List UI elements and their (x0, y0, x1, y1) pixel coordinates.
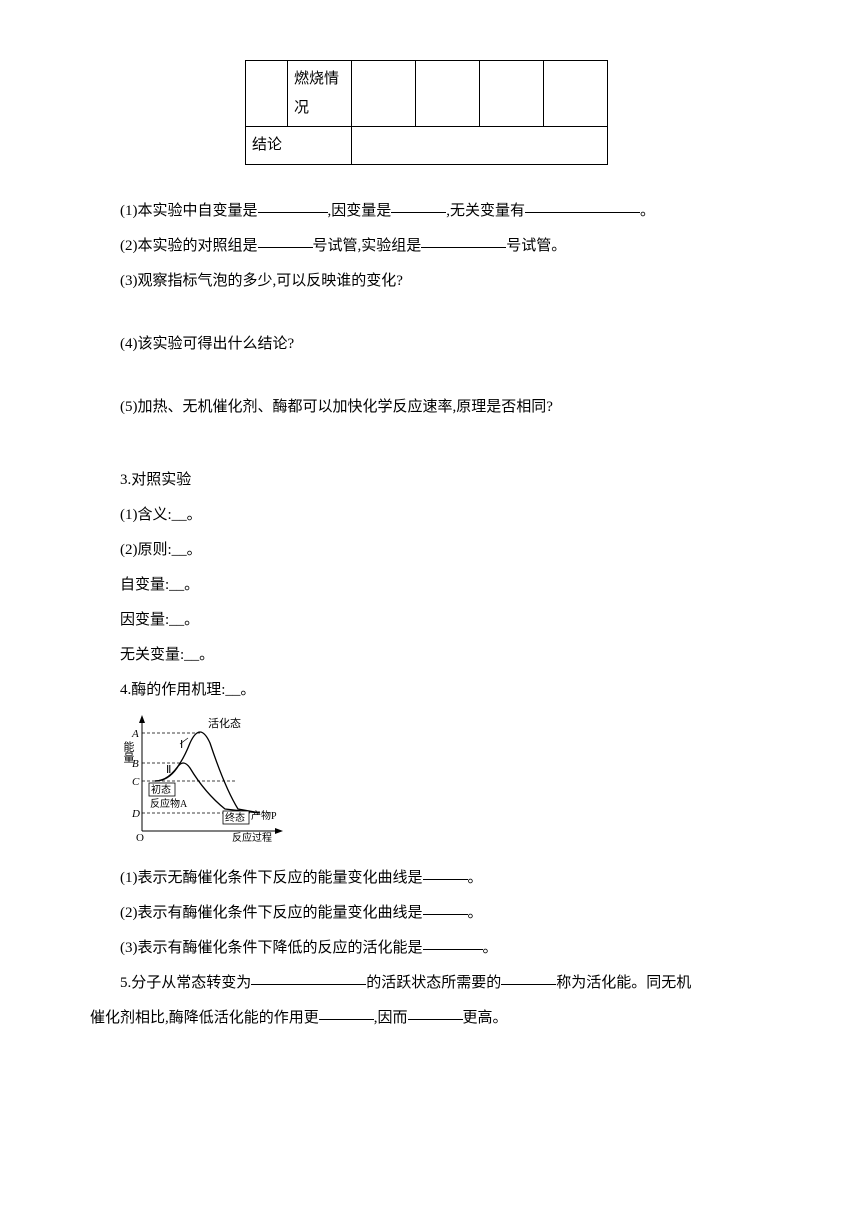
data-table: 燃烧情况 结论 (245, 60, 770, 165)
s5-text-6: 更高。 (463, 1010, 508, 1026)
cell-conclusion-data (352, 127, 608, 165)
q1-text-1: (1)本实验中自变量是 (120, 203, 258, 219)
blank (408, 1005, 463, 1020)
blank (258, 233, 313, 248)
blank (423, 935, 483, 950)
section-3-item3: 自变量:__。 (90, 569, 770, 602)
blank (525, 198, 640, 213)
s5-text-3: 称为活化能。同无机 (556, 975, 691, 991)
blank (423, 900, 468, 915)
cell-data-1 (352, 61, 416, 127)
table-row: 结论 (246, 127, 608, 165)
s4q1-period: 。 (468, 870, 483, 886)
question-1: (1)本实验中自变量是 ,因变量是 ,无关变量有 。 (90, 195, 770, 228)
s5-text-1: 5.分子从常态转变为 (120, 975, 251, 991)
section-4-q2: (2)表示有酶催化条件下反应的能量变化曲线是 。 (90, 897, 770, 930)
curve-1-label: Ⅰ (180, 739, 183, 751)
table-row: 燃烧情况 (246, 61, 608, 127)
question-3: (3)观察指标气泡的多少,可以反映谁的变化? (90, 265, 770, 298)
section-5-line1: 5.分子从常态转变为 的活跃状态所需要的 称为活化能。同无机 (90, 967, 770, 1000)
s5-text-5: ,因而 (374, 1010, 408, 1026)
section-3-item5: 无关变量:__。 (90, 639, 770, 672)
cell-subject: 燃烧情况 (288, 61, 352, 127)
product-label: 产物P (251, 809, 277, 822)
s4q1-text: (1)表示无酶催化条件下反应的能量变化曲线是 (120, 870, 423, 886)
q1-text-3: ,无关变量有 (446, 203, 525, 219)
section-3-title: 3.对照实验 (90, 464, 770, 497)
level-b: B (132, 758, 139, 770)
cell-conclusion-label: 结论 (246, 127, 352, 165)
origin-label: O (136, 832, 144, 843)
q1-text-4: 。 (640, 203, 655, 219)
s4q3-text: (3)表示有酶催化条件下降低的反应的活化能是 (120, 940, 423, 956)
blank (319, 1005, 374, 1020)
s4q2-period: 。 (468, 905, 483, 921)
question-5: (5)加热、无机催化剂、酶都可以加快化学反应速率,原理是否相同? (90, 391, 770, 424)
blank (391, 198, 446, 213)
section-3-item1: (1)含义:__。 (90, 499, 770, 532)
q2-text-3: 号试管。 (506, 238, 566, 254)
reactant-label: 反应物A (150, 797, 188, 810)
cell-data-3 (480, 61, 544, 127)
x-axis-label: 反应过程 (232, 831, 272, 843)
final-label: 终态 (225, 811, 245, 824)
s5-text-2: 的活跃状态所需要的 (366, 975, 501, 991)
cell-data-2 (416, 61, 480, 127)
level-d: D (131, 808, 140, 820)
energy-diagram: 能量 O A B C D Ⅰ Ⅱ 活化态 初态 反应物A 终态 产物P 反应过程 (120, 713, 770, 856)
level-c: C (132, 776, 140, 788)
blank (423, 865, 468, 880)
question-4: (4)该实验可得出什么结论? (90, 328, 770, 361)
level-a: A (131, 728, 139, 740)
section-4-title: 4.酶的作用机理:__。 (90, 674, 770, 707)
curve-2-label: Ⅱ (166, 764, 171, 776)
cell-empty (246, 61, 288, 127)
blank (251, 970, 366, 985)
diagram-svg: 能量 O A B C D Ⅰ Ⅱ 活化态 初态 反应物A 终态 产物P 反应过程 (120, 713, 290, 843)
section-4-q1: (1)表示无酶催化条件下反应的能量变化曲线是 。 (90, 862, 770, 895)
q2-text-1: (2)本实验的对照组是 (120, 238, 258, 254)
s5-text-4: 催化剂相比,酶降低活化能的作用更 (90, 1010, 319, 1026)
q1-text-2: ,因变量是 (328, 203, 392, 219)
cell-data-4 (544, 61, 608, 127)
section-5-line2: 催化剂相比,酶降低活化能的作用更 ,因而 更高。 (90, 1002, 770, 1035)
q2-text-2: 号试管,实验组是 (313, 238, 422, 254)
question-2: (2)本实验的对照组是 号试管,实验组是 号试管。 (90, 230, 770, 263)
top-label: 活化态 (208, 716, 241, 730)
section-3-item2: (2)原则:__。 (90, 534, 770, 567)
blank (258, 198, 328, 213)
blank (421, 233, 506, 248)
s4q3-period: 。 (483, 940, 498, 956)
section-4-q3: (3)表示有酶催化条件下降低的反应的活化能是 。 (90, 932, 770, 965)
blank (501, 970, 556, 985)
initial-label: 初态 (151, 783, 171, 796)
section-3-item4: 因变量:__。 (90, 604, 770, 637)
s4q2-text: (2)表示有酶催化条件下反应的能量变化曲线是 (120, 905, 423, 921)
